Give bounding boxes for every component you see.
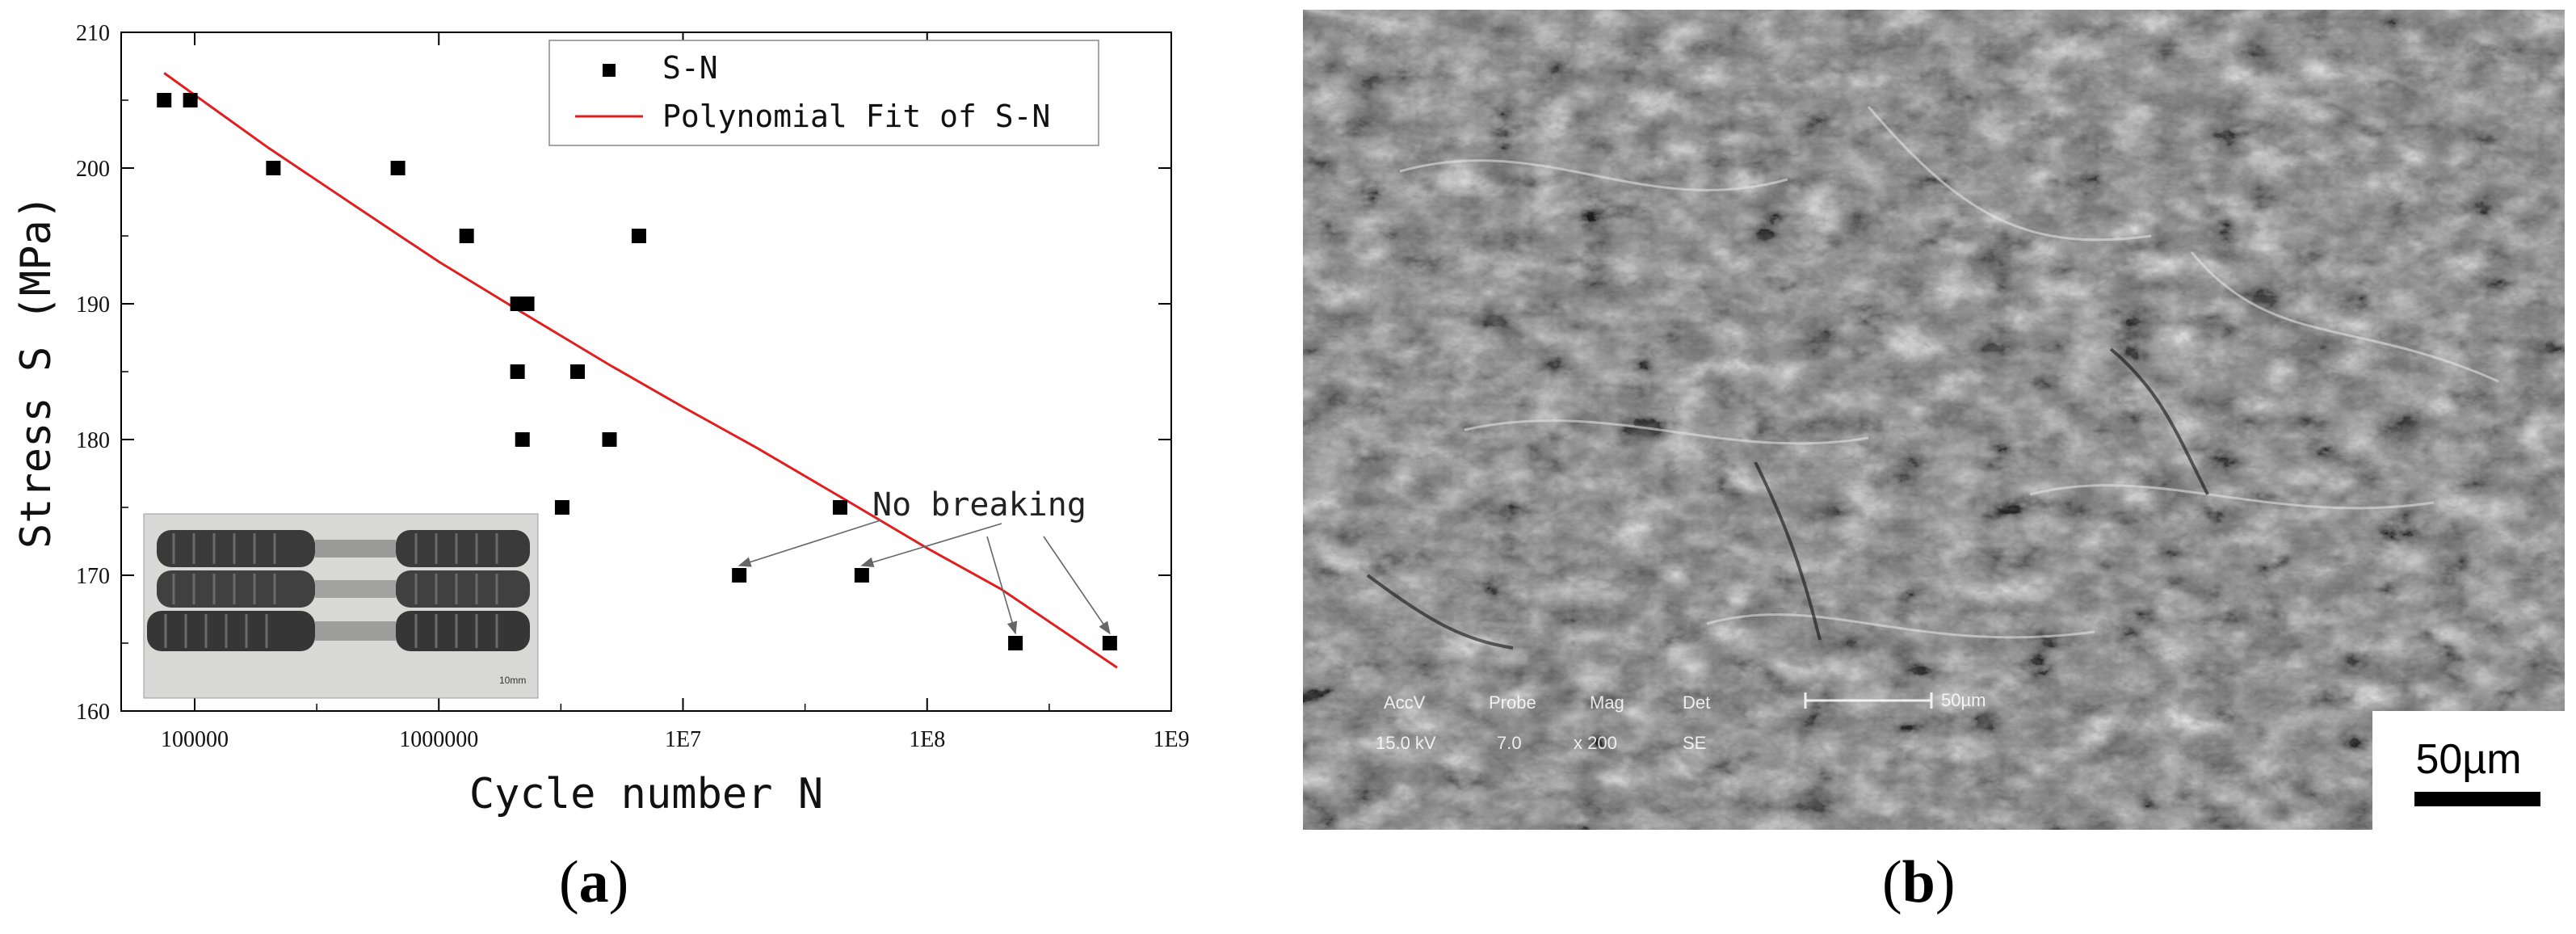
panel-label-b: (b) <box>1882 849 1956 915</box>
data-point <box>832 500 847 515</box>
data-point <box>183 93 198 107</box>
inset-scale-text: 10mm <box>499 675 526 686</box>
fit-curve <box>163 72 1118 669</box>
fit-curve-layer <box>163 72 1118 669</box>
x-axis-title: Cycle number N <box>469 770 823 818</box>
data-point <box>554 500 569 515</box>
data-point <box>1008 636 1023 650</box>
data-point <box>510 364 525 379</box>
y-axis-title: Stress S (MPa) <box>12 195 61 549</box>
y-tick-label: 160 <box>76 700 110 725</box>
legend-box <box>548 40 1099 146</box>
sem-info-label: Mag <box>1590 692 1624 713</box>
annotation-arrow <box>986 536 1018 635</box>
sem-info-value: SE <box>1683 733 1706 753</box>
data-point <box>266 161 281 175</box>
data-point <box>602 432 617 447</box>
sem-image: AccV Probe Mag Det 15.0 kV 7.0 x 200 SE … <box>1303 10 2565 830</box>
data-point <box>515 432 530 447</box>
data-point <box>459 229 474 243</box>
scale-bar-label: 50µm <box>2415 736 2521 783</box>
sem-embedded-scale-bar <box>1804 692 1933 709</box>
annotation-no-breaking: No breaking <box>872 486 1086 524</box>
scale-bar-box <box>2372 711 2565 830</box>
y-tick-label: 170 <box>76 564 110 589</box>
sem-info-label: Probe <box>1489 692 1536 713</box>
data-point <box>569 364 585 379</box>
data-point <box>390 161 406 175</box>
sem-info-value: 7.0 <box>1497 733 1522 753</box>
legend-square-marker <box>603 64 616 77</box>
data-point <box>519 297 535 311</box>
sem-info-label: AccV <box>1384 692 1426 713</box>
y-tick-label: 210 <box>76 21 110 46</box>
x-tick-label: 1E9 <box>1153 727 1189 752</box>
data-point <box>1102 636 1117 650</box>
x-tick-label: 100000 <box>161 727 229 752</box>
data-point <box>631 229 646 243</box>
legend-label-sn: S-N <box>662 50 718 86</box>
annotation-arrow <box>1043 536 1111 635</box>
panel-label-a: (a) <box>559 849 629 915</box>
y-tick-label: 200 <box>76 157 110 182</box>
sem-embedded-scale-text: 50µm <box>1941 690 1986 710</box>
legend-label-fit: Polynomial Fit of S-N <box>662 99 1050 134</box>
legend: S-N Polynomial Fit of S-N <box>548 40 1099 146</box>
x-tick-label: 1E7 <box>665 727 701 752</box>
y-tick-label: 180 <box>76 428 110 453</box>
scale-bar <box>2414 792 2540 806</box>
data-points-layer <box>157 93 1117 650</box>
x-tick-label: 1E8 <box>909 727 945 752</box>
y-tick-label: 190 <box>76 292 110 318</box>
y-axis-ticks: 160 170 180 190 200 210 <box>76 21 1171 725</box>
data-point <box>732 568 747 583</box>
data-point <box>854 568 869 583</box>
annotation-arrow <box>738 520 881 567</box>
x-tick-label: 1000000 <box>399 727 478 752</box>
sem-info-value: 15.0 kV <box>1376 733 1436 753</box>
annotation-arrow <box>860 523 1002 567</box>
sn-chart: 160 170 180 190 200 210 100000 1000000 1E7 1E8 1E… <box>12 21 1190 818</box>
annotation-arrows <box>738 520 1111 635</box>
sem-info-label: Det <box>1683 692 1710 713</box>
data-point <box>157 93 172 107</box>
x-axis-ticks: 100000 1000000 1E7 1E8 1E9 <box>161 32 1190 752</box>
specimen-photo-inset: 10mm <box>143 513 539 699</box>
sem-info-value: x 200 <box>1574 733 1617 753</box>
